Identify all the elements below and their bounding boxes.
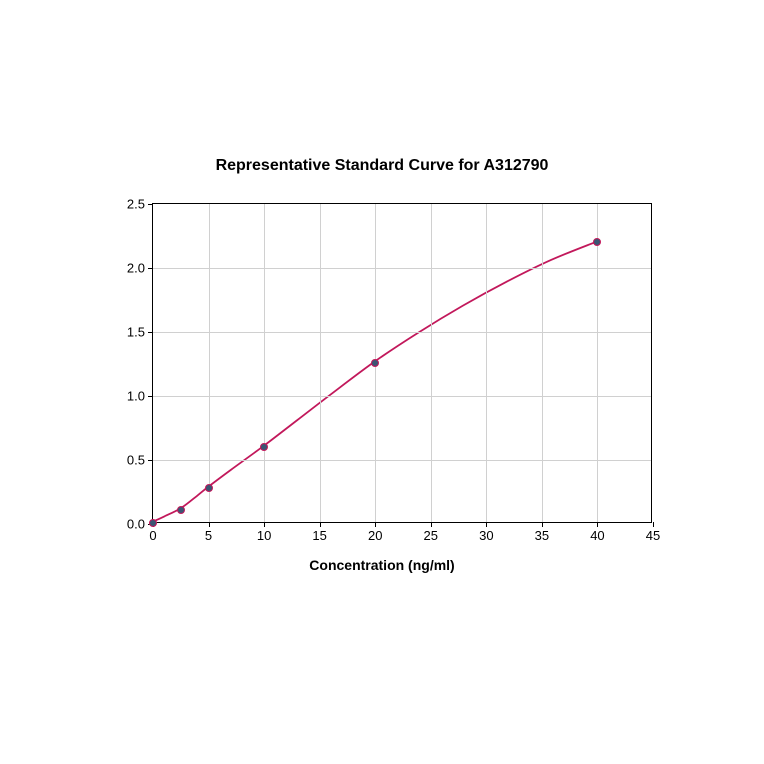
grid-line-vertical — [431, 204, 432, 522]
grid-line-vertical — [542, 204, 543, 522]
plot-wrapper: Absorbance (450nm) 0510152025303540450.0… — [82, 193, 682, 573]
x-tick-label: 25 — [424, 522, 438, 543]
grid-line-horizontal — [153, 268, 651, 269]
data-marker — [177, 506, 185, 514]
data-marker — [149, 519, 157, 527]
chart-container: Representative Standard Curve for A31279… — [82, 157, 682, 607]
curve-line — [153, 204, 651, 522]
grid-line-vertical — [209, 204, 210, 522]
y-tick-label: 1.0 — [127, 389, 153, 404]
data-marker — [371, 359, 379, 367]
y-tick-label: 2.5 — [127, 197, 153, 212]
x-tick-label: 30 — [479, 522, 493, 543]
grid-line-vertical — [320, 204, 321, 522]
grid-line-horizontal — [153, 460, 651, 461]
y-tick-label: 1.5 — [127, 325, 153, 340]
grid-line-horizontal — [153, 332, 651, 333]
x-axis-label: Concentration (ng/ml) — [309, 557, 454, 573]
y-tick-label: 2.0 — [127, 261, 153, 276]
grid-line-horizontal — [153, 396, 651, 397]
x-tick-label: 10 — [257, 522, 271, 543]
data-marker — [593, 238, 601, 246]
grid-line-vertical — [486, 204, 487, 522]
data-marker — [205, 484, 213, 492]
x-tick-label: 45 — [646, 522, 660, 543]
grid-line-vertical — [264, 204, 265, 522]
x-tick-label: 15 — [312, 522, 326, 543]
grid-line-vertical — [597, 204, 598, 522]
y-tick-label: 0.5 — [127, 453, 153, 468]
x-tick-label: 5 — [205, 522, 212, 543]
chart-title: Representative Standard Curve for A31279… — [82, 157, 682, 175]
plot-area: 0510152025303540450.00.51.01.52.02.5 — [152, 203, 652, 523]
x-tick-label: 40 — [590, 522, 604, 543]
data-marker — [260, 443, 268, 451]
x-tick-label: 35 — [535, 522, 549, 543]
x-tick-label: 20 — [368, 522, 382, 543]
